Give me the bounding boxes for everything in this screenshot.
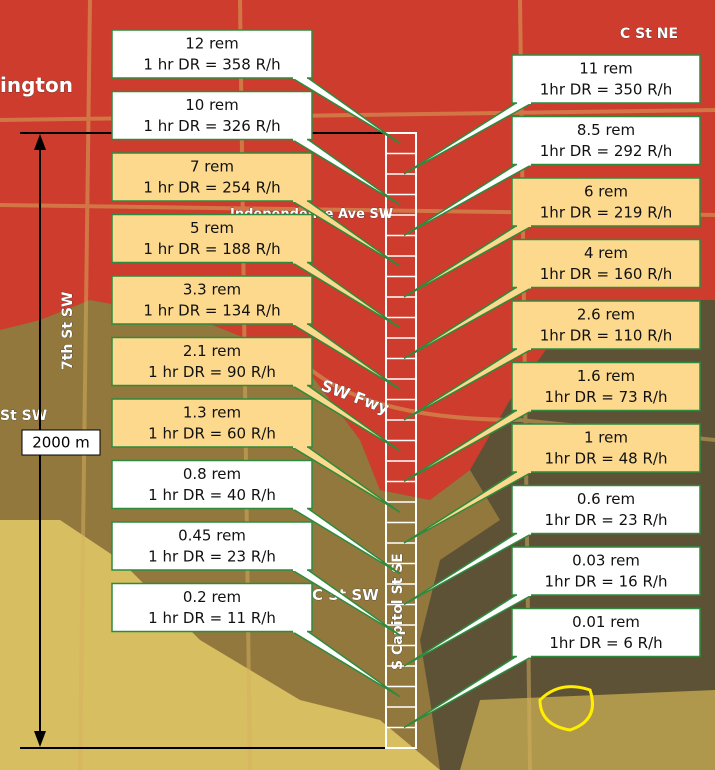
callout-dose: 8.5 rem (577, 121, 635, 139)
callout-rate: 1hr DR = 350 R/h (540, 81, 672, 99)
callout-dose: 10 rem (185, 96, 239, 114)
callout-seam (293, 445, 307, 448)
callout-rate: 1 hr DR = 90 R/h (148, 363, 276, 381)
callout-dose: 6 rem (584, 183, 628, 201)
callout-seam (517, 593, 531, 596)
map-label: ington (0, 73, 73, 97)
yellow-zone (460, 690, 715, 770)
callout-rate: 1hr DR = 292 R/h (540, 142, 672, 160)
callout-box (511, 607, 701, 658)
callout-box (511, 238, 701, 289)
callout-rate: 1 hr DR = 11 R/h (148, 609, 276, 627)
callout-dose: 2.1 rem (183, 342, 241, 360)
callout-seam (293, 506, 307, 510)
callout-seam (293, 568, 307, 571)
callout-box (111, 90, 313, 141)
callout-box (511, 115, 701, 166)
callout-box (111, 152, 313, 202)
callout-rate: 1hr DR = 23 R/h (545, 511, 668, 529)
callout-rate: 1 hr DR = 60 R/h (148, 425, 276, 443)
callout-rate: 1 hr DR = 40 R/h (148, 486, 276, 504)
callout-box (511, 300, 701, 350)
callout-rate: 1hr DR = 219 R/h (540, 204, 672, 222)
callout-seam (517, 101, 531, 104)
callout-rate: 1hr DR = 110 R/h (540, 327, 672, 345)
callout-dose: 1 rem (584, 429, 628, 447)
callout-dose: 7 rem (190, 158, 234, 176)
callout-box (511, 546, 701, 596)
scale-label: 2000 m (32, 434, 90, 452)
scale-label-box (21, 429, 101, 456)
callout-dose: 2.6 rem (577, 306, 635, 324)
callout-dose: 3.3 rem (183, 281, 241, 299)
pond (538, 685, 594, 732)
callout-seam (293, 383, 307, 387)
callout-box (111, 275, 313, 325)
callout-dose: 1.3 rem (183, 404, 241, 422)
callout-box (111, 582, 313, 633)
callout-seam (517, 285, 531, 289)
callout-seam (293, 260, 307, 264)
callout-seam (517, 224, 531, 227)
callout-rate: 1 hr DR = 188 R/h (143, 240, 280, 258)
callout-box (111, 213, 313, 264)
callout-box (511, 177, 701, 227)
callout-rate: 1 hr DR = 358 R/h (143, 56, 280, 74)
callout-rate: 1hr DR = 73 R/h (545, 388, 668, 406)
callout-box (511, 54, 701, 104)
callout-rate: 1hr DR = 16 R/h (545, 573, 668, 591)
callout-seam (517, 654, 531, 658)
callout-dose: 12 rem (185, 35, 239, 53)
callout-dose: 1.6 rem (577, 367, 635, 385)
callout-box (111, 398, 313, 448)
callout-seam (293, 629, 307, 633)
callout-seam (517, 531, 531, 535)
callout-rate: 1hr DR = 160 R/h (540, 265, 672, 283)
callout-dose: 0.6 rem (577, 490, 635, 508)
scale-arrow (34, 731, 46, 747)
callout-rate: 1 hr DR = 326 R/h (143, 117, 280, 135)
map-label: C St NE (620, 26, 678, 42)
callout-rate: 1 hr DR = 254 R/h (143, 179, 280, 197)
callout-dose: 0.45 rem (178, 527, 246, 545)
callout-seam (517, 470, 531, 473)
callout-box (111, 459, 313, 510)
scale-arrow (34, 134, 46, 150)
callout-box (511, 423, 701, 473)
map-label: St SW (0, 408, 47, 424)
callout-seam (293, 199, 307, 202)
callout-seam (517, 347, 531, 350)
callout-dose: 0.2 rem (183, 588, 241, 606)
callout-seam (293, 137, 307, 141)
yellow-zone (0, 520, 440, 770)
callout-dose: 0.01 rem (572, 613, 640, 631)
callout-dose: 0.8 rem (183, 465, 241, 483)
callout-dose: 0.03 rem (572, 552, 640, 570)
callout-box (111, 521, 313, 571)
callout-rate: 1 hr DR = 134 R/h (143, 302, 280, 320)
callout-rate: 1hr DR = 48 R/h (545, 450, 668, 468)
callout-box (111, 336, 313, 387)
callouts: 12 rem 1 hr DR = 358 R/h 10 rem 1 hr DR = 3… (111, 29, 701, 729)
callout-dose: 5 rem (190, 219, 234, 237)
callout-rate: 1hr DR = 6 R/h (549, 634, 662, 652)
callout-rate: 1 hr DR = 23 R/h (148, 548, 276, 566)
callout-seam (293, 76, 307, 79)
callout-dose: 11 rem (579, 60, 633, 78)
callout-seam (293, 322, 307, 325)
callout-dose: 4 rem (584, 244, 628, 262)
callout-seam (517, 408, 531, 412)
map-label: 7th St SW (60, 292, 76, 370)
callout-seam (517, 162, 531, 166)
callout-box (511, 484, 701, 535)
callout-box (511, 361, 701, 412)
map-label: S Capitol St SE (390, 553, 406, 670)
callout-box (111, 29, 313, 79)
